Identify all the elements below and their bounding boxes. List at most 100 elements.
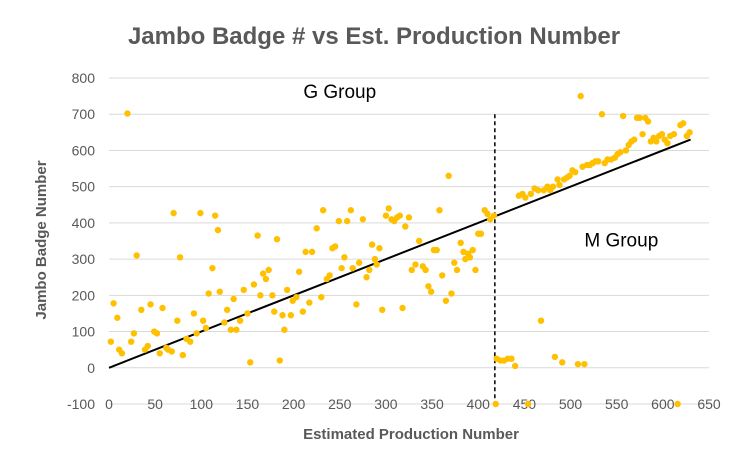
data-point — [574, 360, 582, 368]
data-point — [187, 338, 194, 345]
data-point — [331, 243, 339, 250]
x-tick-label: 0 — [105, 396, 113, 412]
data-point — [577, 92, 584, 100]
data-point — [472, 266, 479, 274]
x-tick-label: 250 — [328, 396, 352, 412]
data-point — [130, 330, 138, 337]
x-tick-label: 600 — [651, 396, 675, 412]
data-point — [368, 241, 376, 248]
data-point — [114, 314, 121, 321]
data-point — [674, 400, 681, 408]
x-tick-label: 200 — [282, 396, 306, 412]
data-point — [359, 216, 367, 223]
x-tick-label: 100 — [190, 396, 214, 412]
data-point — [295, 268, 303, 275]
data-point — [644, 118, 652, 125]
data-point — [376, 245, 383, 252]
data-point — [144, 342, 151, 350]
data-point — [679, 120, 687, 127]
data-point — [202, 324, 210, 332]
data-point — [556, 181, 563, 189]
data-point — [653, 138, 660, 145]
data-point — [566, 172, 573, 179]
data-point — [619, 112, 627, 120]
data-point — [527, 190, 535, 198]
data-point — [147, 301, 154, 308]
data-point — [385, 205, 392, 212]
data-point — [341, 254, 348, 261]
y-tick-labels: -100 0 100 200 300 400 500 600 700 800 — [67, 70, 95, 412]
y-tick-label: 600 — [72, 142, 96, 158]
data-point — [425, 283, 432, 290]
data-point — [396, 212, 403, 219]
data-point — [159, 304, 166, 312]
data-point — [448, 290, 455, 297]
data-point — [230, 295, 237, 303]
data-point — [273, 235, 281, 243]
data-point — [427, 288, 435, 295]
data-point — [168, 348, 175, 355]
data-point — [457, 239, 464, 247]
data-point — [174, 317, 181, 324]
data-point — [439, 272, 446, 279]
x-tick-label: 550 — [605, 396, 629, 412]
data-point — [511, 362, 519, 370]
data-point — [240, 286, 247, 294]
group-annotation: M Group — [584, 230, 658, 251]
data-point — [133, 252, 140, 259]
y-tick-label: 100 — [72, 324, 96, 340]
data-point — [250, 281, 258, 288]
y-tick-label: 800 — [72, 70, 96, 86]
data-point — [326, 272, 333, 279]
y-axis-title: Jambo Badge Number — [33, 160, 50, 319]
data-point — [190, 310, 198, 317]
data-point — [636, 114, 643, 122]
data-point — [318, 293, 325, 301]
data-point — [442, 297, 450, 304]
y-tick-label: -100 — [67, 396, 95, 412]
data-point — [571, 168, 579, 176]
chart-title: Jambo Badge # vs Est. Production Number — [128, 23, 620, 50]
data-point — [433, 246, 440, 254]
data-point — [373, 261, 380, 268]
data-point — [244, 310, 251, 317]
data-point — [408, 266, 415, 274]
data-point — [124, 110, 131, 117]
data-point — [382, 212, 390, 219]
data-point — [508, 355, 515, 362]
data-point — [379, 306, 386, 314]
data-point — [107, 338, 115, 345]
data-point — [227, 326, 235, 333]
x-tick-label: 150 — [236, 396, 260, 412]
data-point — [283, 286, 291, 294]
data-point — [170, 209, 177, 217]
y-tick-label: 400 — [72, 215, 96, 231]
data-point — [259, 270, 267, 277]
data-point — [524, 400, 532, 408]
y-tick-label: 500 — [72, 179, 96, 195]
x-tick-label: 650 — [697, 396, 721, 412]
x-tick-labels: 0 50 100 150 200 250 300 350 400 450 500 550 600 650 — [105, 396, 721, 412]
data-point — [595, 158, 602, 165]
data-point — [262, 275, 270, 283]
data-point — [363, 274, 370, 281]
y-tick-label: 0 — [87, 360, 95, 376]
data-point — [236, 317, 244, 324]
data-point — [127, 338, 135, 345]
data-point — [664, 140, 671, 147]
data-point — [535, 187, 542, 194]
data-point — [551, 353, 559, 361]
data-point — [247, 359, 254, 366]
data-point — [209, 264, 216, 272]
data-point — [559, 359, 566, 366]
x-tick-label: 50 — [147, 396, 163, 412]
data-point — [581, 360, 588, 368]
data-point — [554, 176, 561, 183]
data-point — [422, 266, 429, 274]
data-point — [405, 214, 413, 221]
data-point — [306, 299, 313, 306]
data-point — [293, 293, 300, 301]
data-point — [287, 312, 295, 319]
data-point — [265, 266, 272, 274]
